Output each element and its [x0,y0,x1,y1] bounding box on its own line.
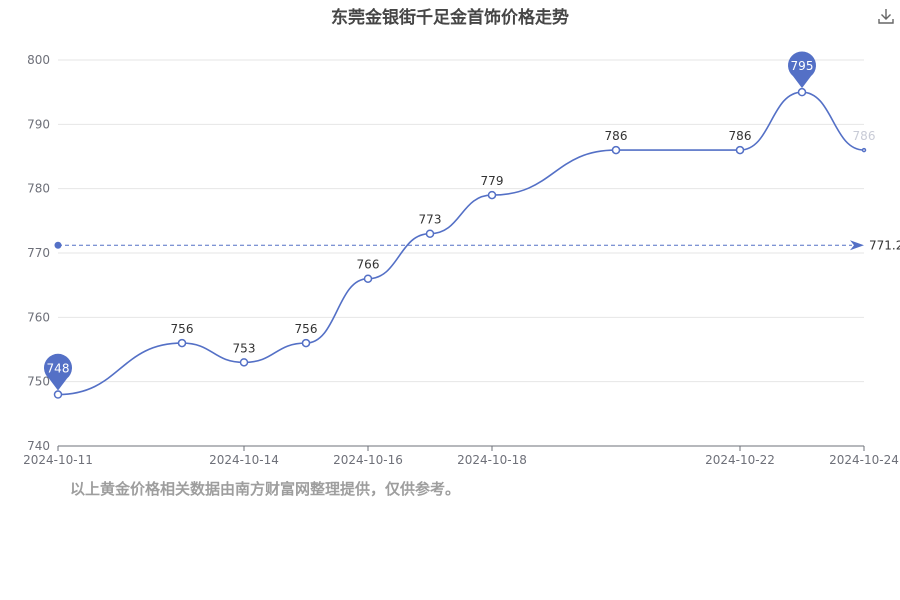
x-tick-label: 2024-10-24 [829,453,899,467]
x-tick-label: 2024-10-14 [209,453,279,467]
data-point [425,229,435,238]
data-label: 756 [171,322,194,336]
data-point [239,358,249,367]
y-tick-label: 780 [27,182,50,196]
footnote: 以上黄金价格相关数据由南方财富网整理提供，仅供参考。 [70,480,461,498]
min-markpoint-pin [44,353,73,391]
max-markpoint-label: 795 [791,59,814,73]
min-markpoint-label: 748 [47,362,70,376]
data-label: 766 [357,258,380,272]
data-label: 786 [853,129,876,143]
average-arrow [850,240,864,251]
data-point [487,190,497,200]
chart-title: 东莞金银街千足金首饰价格走势 [331,8,569,28]
data-label: 756 [295,322,318,336]
data-labels: 756 753 756 766 773 779 786 786 786 [171,129,876,355]
y-tick-label: 740 [27,439,50,453]
axes [57,445,865,451]
y-tick-label: 790 [27,117,50,131]
average-start-dot [54,241,62,249]
data-point [363,274,373,283]
x-tick-labels: 2024-10-11 2024-10-14 2024-10-16 2024-10-18… [23,453,899,467]
data-point [735,145,745,155]
x-tick-label: 2024-10-18 [457,453,527,467]
data-point [53,390,63,399]
data-label: 786 [605,129,628,143]
y-tick-label: 750 [27,375,50,389]
y-tick-labels: 740 750 760 770 780 790 800 [27,53,50,453]
data-point [861,147,867,153]
average-line: 771.2 [54,238,900,252]
average-label: 771.2 [869,238,900,252]
data-point [797,87,807,97]
x-tick-label: 2024-10-22 [705,453,775,467]
download-icon[interactable] [876,6,896,26]
data-label: 753 [233,341,256,355]
mark-points: 748 795 [44,51,816,391]
y-tick-label: 770 [27,246,50,260]
max-markpoint-pin [788,51,816,89]
y-tick-label: 760 [27,310,50,324]
data-point [177,338,187,348]
x-tick-label: 2024-10-16 [333,453,403,467]
y-tick-label: 800 [27,53,50,67]
data-label: 773 [419,213,442,227]
data-label: 786 [729,129,752,143]
data-point [301,338,311,348]
x-tick-label: 2024-10-11 [23,453,93,467]
data-point [611,145,621,155]
y-gridlines [58,59,864,383]
data-points [53,87,867,399]
data-label: 779 [481,174,504,188]
